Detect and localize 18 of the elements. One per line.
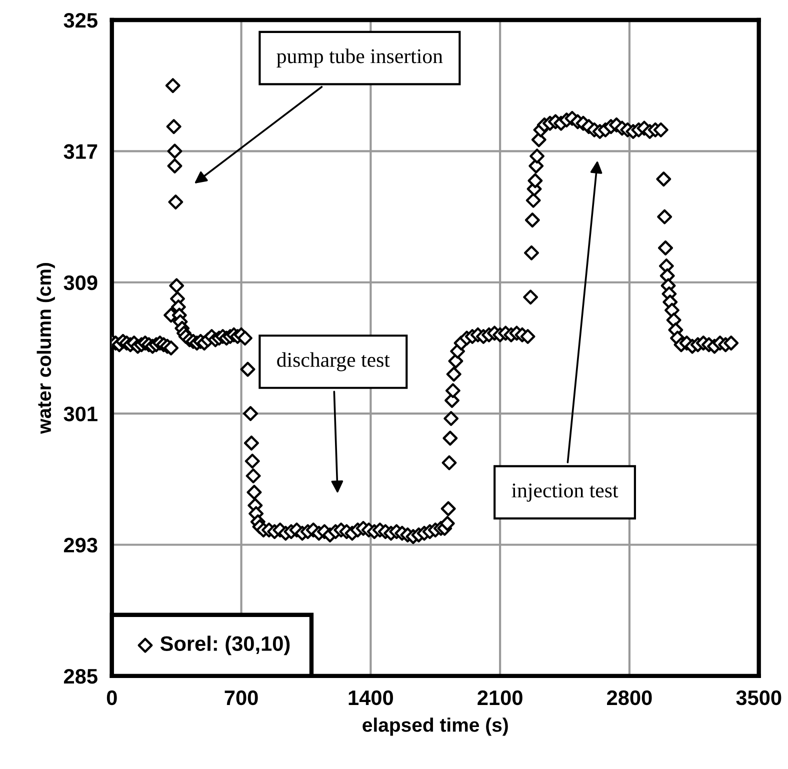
y-axis-title: water column (cm) — [36, 263, 55, 434]
x-tick-label: 0 — [106, 690, 117, 706]
y-tick-label: 285 — [64, 668, 98, 684]
x-tick-label: 3500 — [736, 690, 782, 706]
y-tick-label: 309 — [64, 275, 98, 290]
x-tick-label: 1400 — [348, 690, 393, 706]
y-tick-label: 293 — [64, 538, 98, 553]
x-axis-title: elapsed time (s) — [362, 718, 508, 736]
legend-label: Sorel: (30,10) — [160, 636, 290, 656]
y-tick-label: 325 — [64, 12, 98, 28]
annotation: discharge test — [277, 352, 390, 372]
y-tick-label: 317 — [64, 144, 98, 159]
annotation: pump tube insertion — [276, 48, 443, 68]
annotation: injection test — [512, 483, 618, 502]
x-tick-label: 2800 — [607, 690, 652, 706]
y-tick-label: 301 — [64, 406, 98, 422]
x-tick-label: 2100 — [478, 690, 522, 706]
x-tick-label: 700 — [224, 690, 258, 706]
